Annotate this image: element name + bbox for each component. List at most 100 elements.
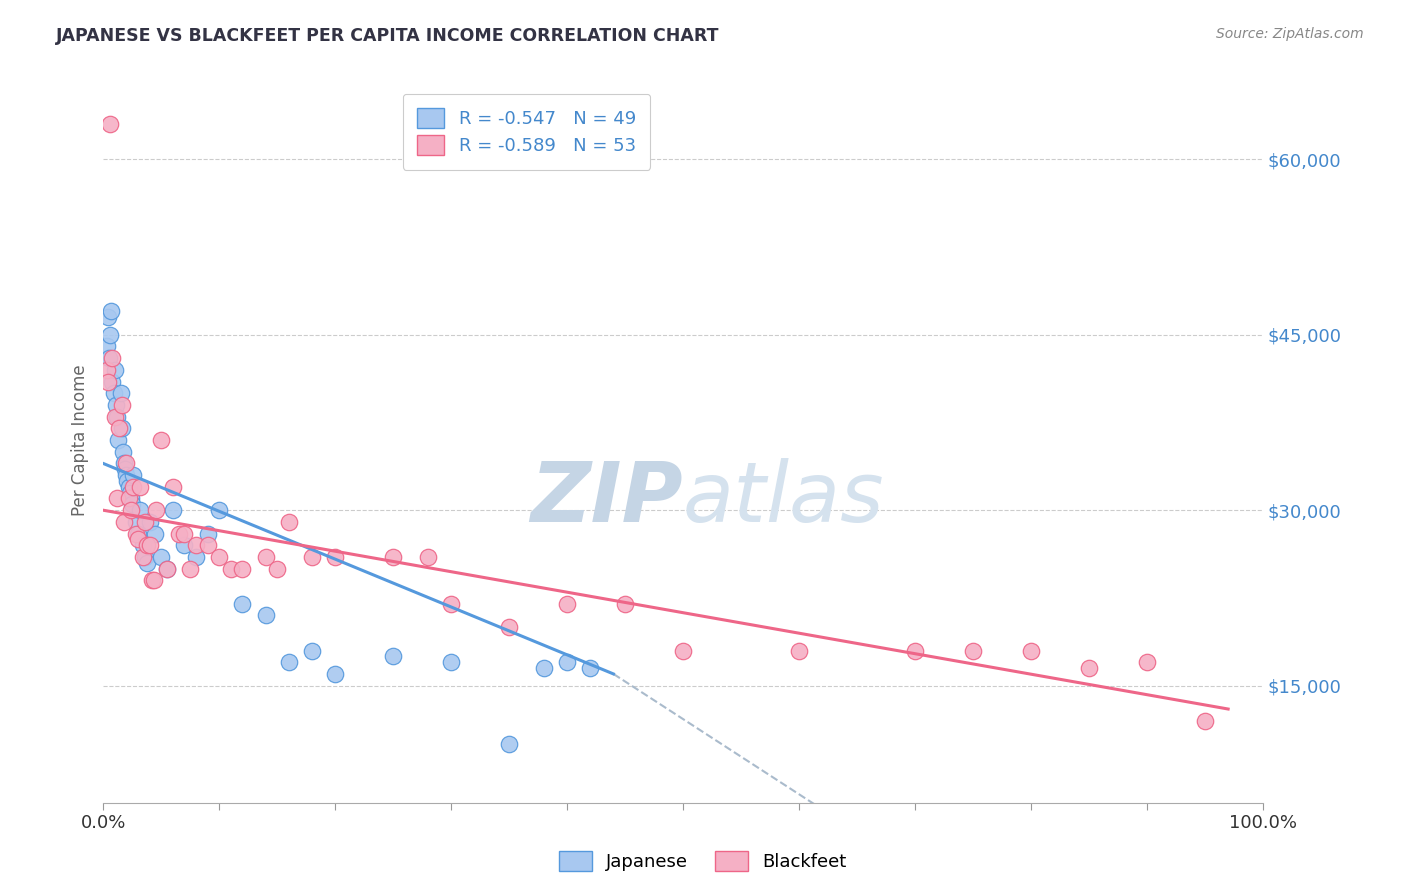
Point (143, 574, 166, 588)
Point (104, 363, 127, 377)
Point (122, 480, 145, 494)
Point (254, 549, 277, 564)
Point (614, 597, 637, 611)
Point (219, 562, 242, 576)
Point (179, 562, 201, 576)
Point (143, 526, 166, 541)
Point (266, 562, 288, 576)
Point (112, 457, 135, 471)
Point (231, 597, 253, 611)
Point (101, 351, 124, 366)
Point (104, 398, 127, 412)
Point (110, 386, 132, 401)
Point (124, 515, 146, 529)
Text: atlas: atlas (683, 458, 884, 539)
Point (173, 538, 195, 552)
Point (138, 515, 160, 529)
Point (120, 491, 142, 506)
Point (254, 608, 277, 623)
Text: Source: ZipAtlas.com: Source: ZipAtlas.com (1216, 27, 1364, 41)
Point (138, 538, 160, 552)
Point (498, 737, 520, 751)
Point (962, 643, 984, 657)
Point (122, 468, 145, 483)
Y-axis label: Per Capita Income: Per Capita Income (72, 364, 89, 516)
Point (277, 515, 299, 529)
Point (101, 375, 124, 389)
Point (323, 549, 346, 564)
Point (1194, 714, 1216, 728)
Point (498, 620, 520, 634)
Point (162, 503, 184, 517)
Point (416, 549, 439, 564)
Point (111, 444, 134, 458)
Point (440, 655, 463, 669)
Point (197, 526, 219, 541)
Point (97, 310, 120, 325)
Text: ZIP: ZIP (530, 458, 683, 539)
Point (127, 533, 149, 547)
Point (555, 597, 578, 611)
Point (96, 339, 118, 353)
Point (97, 375, 120, 389)
Point (1019, 643, 1042, 657)
Point (131, 538, 153, 552)
Point (579, 661, 602, 675)
Point (97, 351, 120, 366)
Point (118, 485, 141, 500)
Point (131, 549, 153, 564)
Point (108, 421, 131, 435)
Point (150, 549, 173, 564)
Point (555, 655, 578, 669)
Point (184, 549, 207, 564)
Point (117, 474, 139, 488)
Text: JAPANESE VS BLACKFEET PER CAPITA INCOME CORRELATION CHART: JAPANESE VS BLACKFEET PER CAPITA INCOME … (56, 27, 720, 45)
Point (120, 503, 142, 517)
Point (124, 526, 146, 541)
Point (184, 538, 207, 552)
Point (323, 667, 346, 681)
Point (100, 304, 122, 318)
Point (162, 480, 184, 494)
Point (114, 462, 136, 476)
Point (197, 538, 219, 552)
Point (104, 409, 127, 424)
Point (129, 480, 152, 494)
Point (141, 574, 163, 588)
Point (115, 457, 138, 471)
Point (129, 503, 152, 517)
Point (136, 538, 159, 552)
Point (136, 556, 159, 570)
Point (134, 549, 156, 564)
Point (382, 649, 405, 664)
Point (440, 597, 463, 611)
Point (1136, 655, 1159, 669)
Point (98, 117, 121, 131)
Point (98, 327, 121, 342)
Point (134, 515, 156, 529)
Point (103, 386, 125, 401)
Point (156, 562, 179, 576)
Point (208, 503, 231, 517)
Point (107, 433, 129, 447)
Point (301, 549, 323, 564)
Point (533, 661, 555, 675)
Point (382, 549, 405, 564)
Point (277, 655, 299, 669)
Point (115, 468, 138, 483)
Point (112, 515, 135, 529)
Point (208, 549, 231, 564)
Point (111, 398, 134, 412)
Point (173, 526, 195, 541)
Point (121, 497, 143, 511)
Point (96, 363, 118, 377)
Point (787, 643, 810, 657)
Point (1078, 661, 1101, 675)
Point (127, 526, 149, 541)
Legend: Japanese, Blackfeet: Japanese, Blackfeet (553, 844, 853, 879)
Point (672, 643, 695, 657)
Point (117, 480, 139, 494)
Point (231, 562, 253, 576)
Point (167, 526, 190, 541)
Point (105, 491, 128, 506)
